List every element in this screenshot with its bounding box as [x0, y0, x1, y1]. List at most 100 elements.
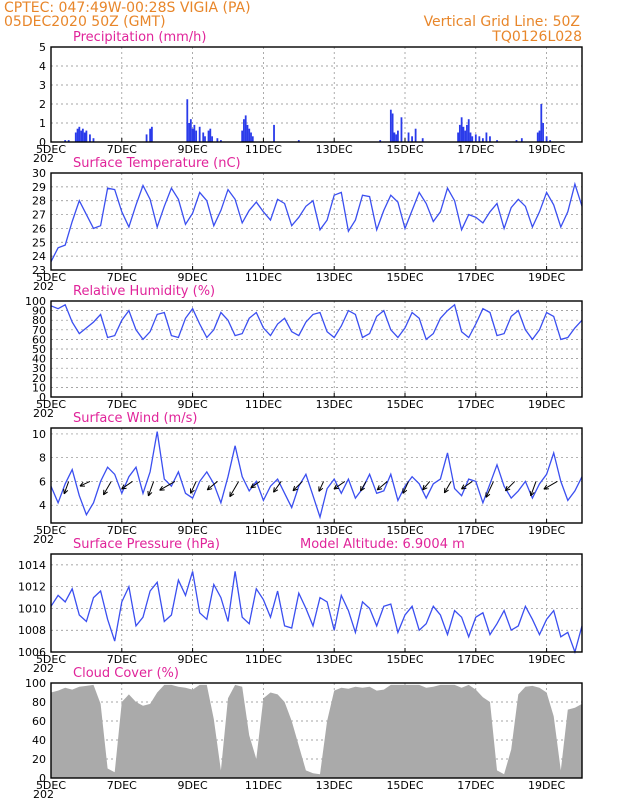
precip-bar — [391, 113, 394, 142]
precip-bar — [220, 140, 222, 142]
wind-arrow-head — [530, 492, 535, 497]
x-tick-label: 7DEC — [107, 398, 137, 411]
panel-3: Surface Wind (m/s) 4 6 8 10 5DEC 7DEC 9DEC 11DEC… — [32, 411, 583, 546]
precip-bar — [542, 123, 544, 142]
wind-arrow — [292, 481, 303, 492]
header-model-id: TQ0126L028 — [491, 29, 582, 45]
y-tick-label: 1014 — [18, 559, 46, 572]
precip-bar — [462, 126, 465, 142]
wind-arrow-head — [159, 485, 163, 491]
precip-bar — [89, 134, 91, 142]
precip-bar — [464, 130, 467, 142]
wind-arrow-head — [333, 484, 337, 490]
x-tick-label: 5DEC — [36, 779, 66, 792]
wind-arrow-head — [206, 485, 210, 491]
x-tick-label: 19DEC — [528, 271, 565, 284]
precip-bar — [145, 134, 148, 142]
wind-arrow — [376, 481, 388, 491]
precip-bar — [198, 126, 201, 142]
wind-arrow — [402, 481, 409, 494]
precip-bar — [540, 104, 543, 142]
x-tick-label: 9DEC — [178, 143, 208, 156]
wind-arrow — [121, 481, 133, 490]
y-tick-label: 5 — [39, 41, 46, 54]
x-tick-label: 13DEC — [316, 653, 353, 666]
wind-arrow-head — [147, 490, 149, 496]
x-tick-label: 13DEC — [316, 398, 353, 411]
y-tick-label: 90 — [32, 305, 46, 318]
wind-arrow — [103, 481, 112, 496]
panel-frame — [50, 172, 583, 271]
precip-bar — [250, 132, 252, 142]
precip-bar — [76, 128, 79, 142]
x-tick-label: 11DEC — [245, 143, 282, 156]
wind-arrow — [273, 481, 282, 493]
precip-bar — [460, 117, 463, 142]
precip-bar — [481, 138, 484, 142]
wind-arrow — [318, 481, 325, 492]
y-tick-label: 1008 — [18, 624, 46, 637]
x-tick-label: 7DEC — [107, 271, 137, 284]
panel-frame — [50, 553, 583, 653]
y-tick-label: 8 — [39, 452, 46, 465]
precip-bar — [393, 132, 396, 142]
series-line — [50, 571, 583, 655]
precip-bar — [471, 136, 474, 142]
precip-bar — [211, 136, 213, 142]
wind-arrow-head — [190, 489, 195, 494]
panel-0: Precipitation (mm/h) 0 1 2 3 4 5 5DEC 7DEC 9DEC 11… — [33, 30, 583, 165]
y-tick-label: 80 — [32, 314, 46, 327]
x-tick-label: 9DEC — [178, 779, 208, 792]
precip-bar — [248, 128, 251, 142]
x-year-stub: 202 — [33, 152, 54, 165]
x-year-stub: 202 — [33, 407, 54, 420]
precip-bar — [538, 130, 541, 142]
wind-arrow-head — [103, 491, 108, 496]
precip-bar — [243, 119, 245, 142]
header-grid-note: Vertical Grid Line: 50Z — [424, 14, 580, 30]
panel-frame — [50, 682, 583, 779]
x-tick-label: 11DEC — [245, 524, 282, 537]
wind-arrow — [250, 481, 261, 489]
x-tick-label: 17DEC — [457, 398, 494, 411]
precip-bar — [64, 140, 67, 142]
precip-bar — [202, 132, 205, 142]
precip-bar — [216, 138, 219, 142]
precip-bar — [421, 138, 424, 142]
precip-bar — [411, 136, 413, 142]
precip-bar — [496, 140, 498, 142]
wind-arrow — [206, 481, 218, 491]
x-tick-label: 9DEC — [178, 271, 208, 284]
precip-bar — [186, 99, 189, 142]
precip-bar — [74, 132, 77, 142]
panel-annotation: Model Altitude: 6.9004 m — [300, 537, 465, 552]
wind-arrow-head — [377, 488, 383, 491]
x-tick-label: 15DEC — [386, 779, 423, 792]
x-tick-label: 7DEC — [107, 143, 137, 156]
precip-bar — [397, 130, 399, 142]
x-tick-label: 7DEC — [107, 524, 137, 537]
y-tick-label: 0 — [39, 136, 46, 149]
x-tick-label: 17DEC — [457, 524, 494, 537]
wind-arrow-head — [422, 484, 425, 490]
x-tick-label: 19DEC — [528, 779, 565, 792]
wind-arrow — [79, 480, 91, 487]
wind-arrow-head — [376, 485, 380, 491]
wind-arrow-head — [63, 489, 69, 495]
wind-arrow-head — [250, 486, 256, 489]
precip-bar — [78, 126, 81, 142]
precip-bar — [150, 126, 153, 142]
y-tick-label: 30 — [32, 362, 46, 375]
wind-arrow-head — [273, 489, 279, 493]
precip-bar — [395, 134, 398, 142]
precip-bar — [92, 138, 95, 142]
wind-arrow-head — [444, 489, 449, 494]
cloud-cover-area — [51, 684, 582, 778]
panel-title: Cloud Cover (%) — [73, 666, 179, 681]
wind-arrow-head — [485, 493, 491, 498]
wind-arrow-head — [148, 492, 153, 497]
wind-arrow — [229, 481, 240, 497]
wind-arrow-head — [250, 483, 254, 488]
